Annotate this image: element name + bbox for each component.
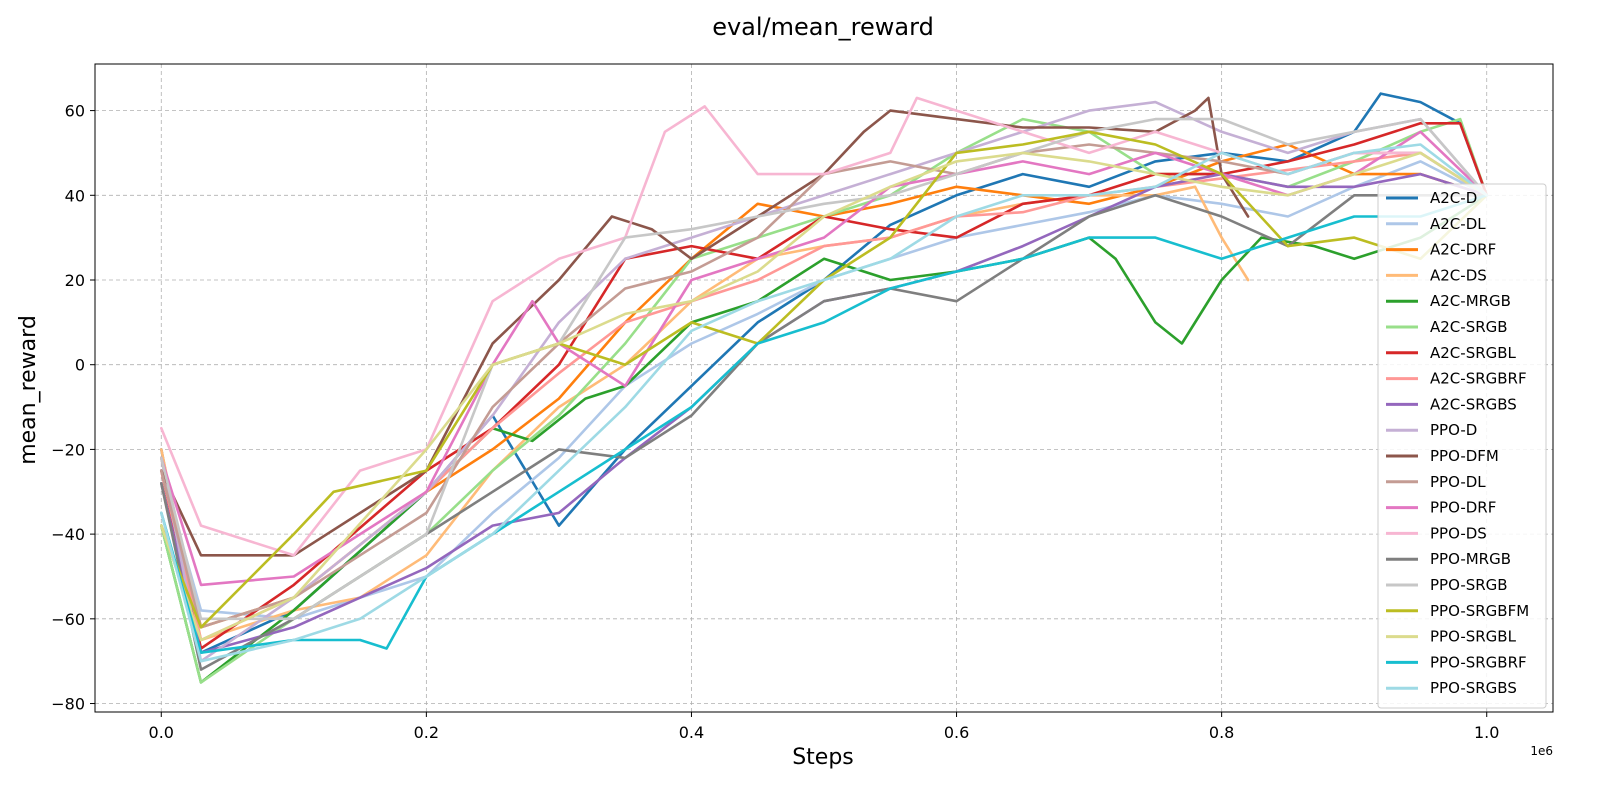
x-tick-label: 0.4 — [679, 723, 704, 742]
x-axis-offset-text: 1e6 — [1530, 744, 1553, 758]
legend-label: PPO-DFM — [1430, 447, 1499, 465]
legend-label: A2C-MRGB — [1430, 292, 1511, 310]
legend-label: PPO-DL — [1430, 473, 1486, 491]
y-tick-label: −40 — [51, 525, 85, 544]
y-tick-label: 40 — [65, 186, 85, 205]
series-line-ppo-d — [160, 100, 1488, 663]
series-line-ppo-srgbl — [160, 151, 1488, 642]
series-line-ppo-srgbs — [160, 143, 1488, 663]
legend-label: A2C-DS — [1430, 266, 1487, 284]
series-line-a2c-drf — [160, 143, 1488, 629]
plot-frame — [94, 63, 1554, 713]
series-line-ppo-srgb — [160, 117, 1488, 621]
y-tick-label: 0 — [75, 356, 85, 375]
legend-label: A2C-DL — [1430, 215, 1486, 233]
y-tick-label: 60 — [65, 102, 85, 121]
legend: A2C-D A2C-DL A2C-DRF A2C-DS A2C-MRGB A2C-SRGB… — [1377, 183, 1547, 709]
series-layer — [160, 92, 1488, 684]
x-tick-label: 0.6 — [944, 723, 969, 742]
legend-label: A2C-D — [1430, 189, 1477, 207]
legend-label: PPO-MRGB — [1430, 550, 1511, 568]
y-tick-label: −20 — [51, 440, 85, 459]
series-line-ppo-dl — [160, 143, 1488, 629]
legend-label: PPO-D — [1430, 421, 1477, 439]
legend-label: PPO-SRGBFM — [1430, 602, 1529, 620]
series-line-a2c-srgbl — [160, 122, 1488, 650]
x-axis-ticks: 0.0 0.2 0.4 0.6 0.8 1.0 — [149, 712, 1499, 742]
y-tick-label: −80 — [51, 695, 85, 714]
legend-label: A2C-SRGBRF — [1430, 370, 1527, 388]
y-axis-ticks: −80 −60 −40 −20 0 20 40 60 — [51, 102, 95, 714]
legend-label: PPO-SRGB — [1430, 576, 1508, 594]
legend-label: A2C-SRGBS — [1430, 395, 1517, 413]
legend-label: PPO-DRF — [1430, 499, 1496, 517]
legend-label: A2C-DRF — [1430, 241, 1496, 259]
x-axis-title: Steps — [792, 745, 854, 770]
series-line-ppo-srgbrf — [160, 194, 1488, 655]
x-tick-label: 0.2 — [414, 723, 439, 742]
legend-box — [1377, 183, 1547, 709]
x-tick-label: 0.8 — [1209, 723, 1234, 742]
y-tick-label: −60 — [51, 610, 85, 629]
chart-title: eval/mean_reward — [712, 13, 934, 41]
legend-label: A2C-SRGBL — [1430, 344, 1517, 362]
x-tick-label: 1.0 — [1474, 723, 1499, 742]
legend-label: PPO-SRGBL — [1430, 628, 1517, 646]
series-line-ppo-drf — [160, 130, 1488, 587]
legend-label: PPO-DS — [1430, 524, 1487, 542]
legend-label: PPO-SRGBRF — [1430, 653, 1527, 671]
x-tick-label: 0.0 — [149, 723, 174, 742]
y-tick-label: 20 — [65, 271, 85, 290]
y-axis-title: mean_reward — [16, 315, 41, 465]
legend-label: A2C-SRGB — [1430, 318, 1508, 336]
legend-label: PPO-SRGBS — [1430, 679, 1517, 697]
